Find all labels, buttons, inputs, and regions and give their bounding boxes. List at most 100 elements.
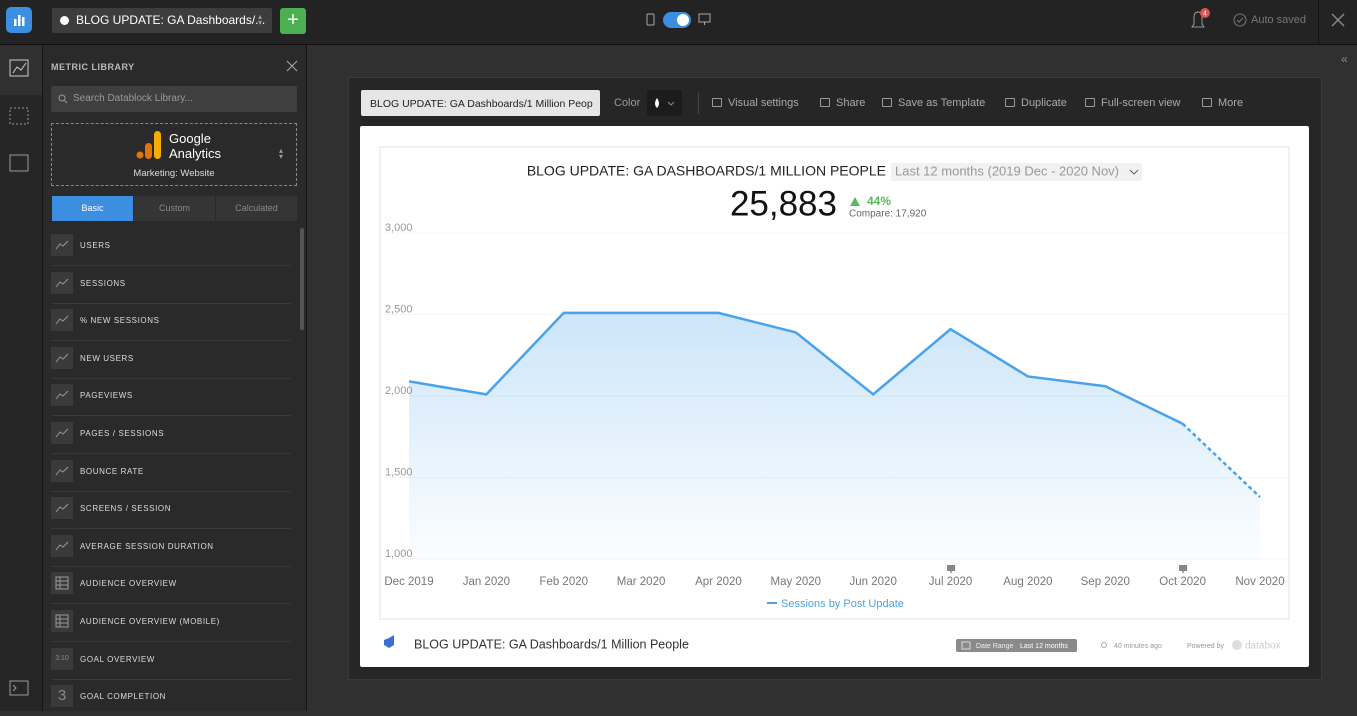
users-icon[interactable] [9, 154, 29, 172]
metric-label: PAGEVIEWS [80, 391, 133, 401]
saved-icon [1233, 13, 1247, 27]
action-label: More [1218, 97, 1244, 109]
source-name: Google [169, 131, 211, 146]
trend-icon [55, 503, 69, 513]
x-tick-label: Oct 2020 [1159, 576, 1206, 588]
metric-row[interactable]: AVERAGE SESSION DURATION [51, 529, 291, 567]
color-icon [655, 98, 675, 108]
x-tick-label: Aug 2020 [1003, 576, 1052, 588]
dropdown-arrow [1129, 169, 1139, 175]
tab[interactable]: Custom [134, 196, 215, 221]
divider [1318, 0, 1319, 44]
action-label: Visual settings [728, 97, 799, 109]
trend-icon [55, 541, 69, 551]
annotation-marker[interactable] [947, 565, 955, 574]
metric-label: % NEW SESSIONS [80, 316, 160, 326]
mobile-icon [646, 13, 655, 26]
metric-icon [51, 271, 73, 294]
library-title: METRIC LIBRARY [51, 62, 135, 72]
toolbar-actions: Visual settings Share Save as Template Dupl… [712, 96, 1272, 112]
close-library[interactable] [286, 60, 298, 72]
trend-icon [55, 240, 69, 250]
datablock-icon[interactable] [9, 107, 29, 125]
logo[interactable] [6, 7, 32, 33]
search-placeholder: Search Datablock Library... [73, 93, 193, 104]
bell-icon [1191, 11, 1205, 28]
ga-logo [136, 131, 161, 159]
date-range: Last 12 months (2019 Dec - 2020 Nov) [895, 163, 1119, 178]
source-select[interactable]: Google Analytics Marketing: Website ▴ ▾ [51, 123, 297, 186]
brand: databox [1245, 641, 1281, 652]
datablock-name-input[interactable]: BLOG UPDATE: GA Dashboards/1 Million Peo… [361, 90, 600, 116]
datablock-name: BLOG UPDATE: GA Dashboards/1 Million Peo… [370, 98, 593, 110]
collapse-button[interactable]: « [1341, 52, 1348, 66]
metric-row[interactable]: SESSIONS [51, 266, 291, 304]
badge [1200, 8, 1210, 18]
projected-line [1181, 422, 1261, 498]
metric-row[interactable]: AUDIENCE OVERVIEW [51, 566, 291, 605]
table-icon [55, 576, 69, 590]
metric-label: GOAL OVERVIEW [80, 654, 155, 664]
action-label: Share [836, 97, 866, 109]
metric-row[interactable]: 3:10 GOAL OVERVIEW [51, 642, 291, 680]
metric-row[interactable]: USERS [51, 228, 291, 266]
x-tick-label: Dec 2019 [384, 576, 433, 588]
change-value: 44% [867, 194, 891, 208]
add-button[interactable]: + [280, 8, 306, 34]
metric-row[interactable]: NEW USERS [51, 341, 291, 379]
metric-label: AUDIENCE OVERVIEW [80, 579, 177, 589]
desktop-icon [698, 13, 711, 23]
toggle-knob [677, 14, 689, 26]
date-range-select[interactable] [891, 163, 1142, 181]
metric-row[interactable]: 3 GOAL COMPLETION [51, 679, 291, 711]
metric-icon-graphic [55, 466, 69, 475]
table-icon [55, 614, 69, 628]
metric-icon [51, 459, 73, 482]
line [408, 311, 1184, 425]
metric-row[interactable]: SCREENS / SESSION [51, 491, 291, 530]
footer-title: BLOG UPDATE: GA Dashboards/1 Million Peo… [414, 637, 689, 651]
date-range-label: Date Range [976, 643, 1013, 650]
action-icon [1085, 98, 1095, 107]
search-box[interactable]: Search Datablock Library... [51, 86, 297, 112]
tab[interactable]: Calculated [216, 196, 297, 221]
metric-label: AUDIENCE OVERVIEW (MOBILE) [80, 617, 220, 626]
annotation-marker[interactable] [1179, 565, 1187, 574]
console-icon[interactable] [9, 680, 29, 696]
action-label: Save as Template [898, 97, 986, 109]
metric-row[interactable]: PAGES / SESSIONS [51, 416, 291, 454]
notifications[interactable]: 4 [1186, 6, 1216, 36]
x-tick-label: Nov 2020 [1235, 576, 1284, 588]
action-icon [882, 98, 892, 107]
source-category: Marketing: Website [133, 168, 215, 179]
y-tick-label: 2,000 [385, 385, 413, 397]
change-arrow [850, 197, 860, 206]
top-bar: BLOG UPDATE: GA Dashboards/... ▴ ▾ + 4 Au… [0, 0, 1357, 45]
metric-row[interactable]: PAGEVIEWS [51, 378, 291, 417]
x-tick-label: Mar 2020 [617, 576, 666, 588]
metric-icon-graphic [55, 428, 69, 438]
action-icon [1202, 98, 1212, 107]
legend-label[interactable]: Sessions by Post Update [781, 598, 904, 610]
close-editor[interactable] [1330, 12, 1346, 28]
x-tick-label: Jul 2020 [929, 576, 972, 588]
dashboard-select[interactable]: BLOG UPDATE: GA Dashboards/... ▴ ▾ [52, 8, 272, 33]
source-name: Analytics [169, 146, 222, 161]
compare-value: Compare: 17,920 [849, 209, 927, 220]
metric-icon [51, 422, 73, 444]
scrollbar[interactable] [300, 228, 304, 330]
divider [698, 92, 699, 114]
color-picker[interactable] [647, 90, 682, 116]
metric-row[interactable]: AUDIENCE OVERVIEW (MOBILE) [51, 604, 291, 642]
powered-by: Powered by [1187, 643, 1224, 650]
metric-row[interactable]: % NEW SESSIONS [51, 303, 291, 342]
library-line [12, 62, 27, 74]
metric-row[interactable]: BOUNCE RATE [51, 454, 291, 492]
metric-icon-graphic [55, 315, 69, 325]
metric-icon [51, 234, 73, 256]
y-tick-label: 1,000 [385, 548, 413, 560]
view-toggle[interactable] [640, 8, 720, 32]
tab[interactable]: Basic [52, 196, 133, 221]
trend-icon [55, 466, 69, 475]
